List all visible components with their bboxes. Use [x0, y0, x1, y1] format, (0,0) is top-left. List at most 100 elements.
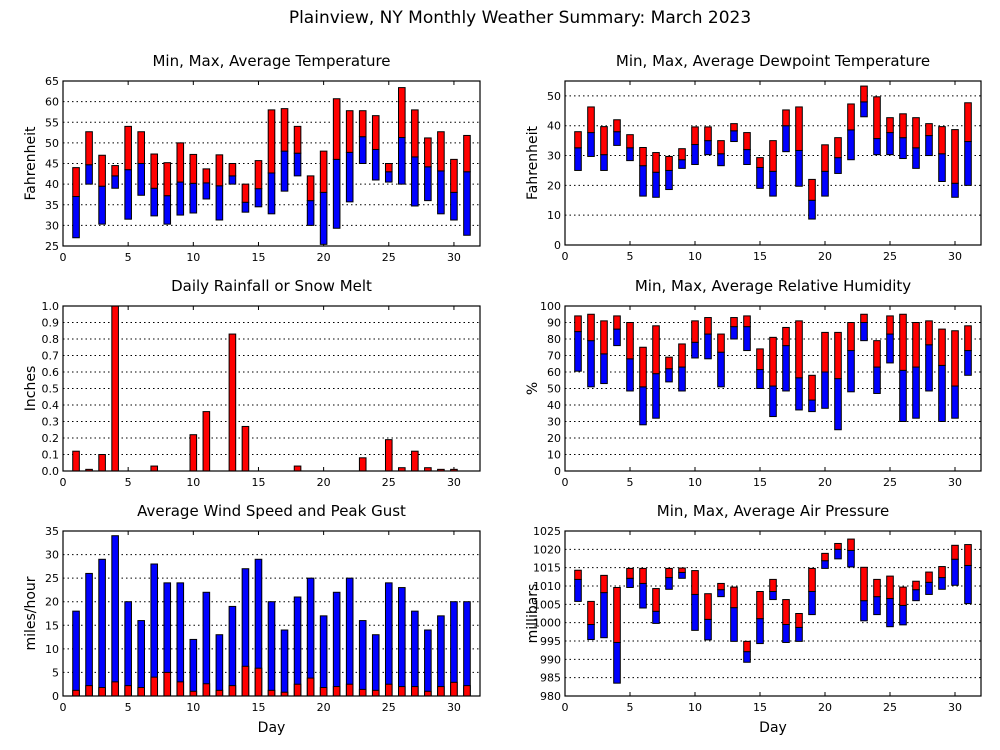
bar-avg-wind	[228, 685, 237, 697]
bar-min-to-avg	[951, 558, 959, 586]
panel-3: Daily Rainfall or Snow Melt Inches 0.0 0.1 0…	[23, 277, 481, 489]
x-tick-label: 30	[948, 476, 962, 489]
bar-avg-to-max	[756, 157, 764, 168]
x-tick-label: 15	[753, 701, 767, 714]
bar-min-to-avg	[925, 135, 933, 157]
x-tick-label: 30	[948, 701, 962, 714]
bar-avg-to-max	[821, 144, 829, 172]
bar-avg-to-max	[150, 153, 159, 189]
bar-min-to-avg	[704, 140, 712, 156]
bar-min-to-avg	[717, 589, 725, 598]
bar-avg-to-max	[600, 320, 608, 355]
bar-rainfall	[72, 450, 80, 472]
bar-min-to-avg	[782, 624, 790, 643]
y-tick-label: 1025	[533, 525, 561, 538]
bar-min-to-avg	[730, 326, 738, 340]
bar-min-to-avg	[600, 154, 608, 171]
bar-avg-wind	[150, 676, 159, 697]
bar-avg-wind	[319, 687, 328, 697]
bar-min-to-avg	[267, 172, 276, 215]
bar-avg-to-max	[873, 96, 881, 140]
x-tick-label: 25	[883, 476, 897, 489]
bar-avg-to-max	[626, 567, 634, 579]
y-tick-label: 30	[547, 416, 561, 429]
bar-min-to-avg	[678, 571, 686, 579]
y-axis-label: Fahrenheit	[23, 126, 39, 201]
bar-avg-to-max	[424, 137, 432, 168]
bar-min-to-avg	[639, 582, 647, 609]
bar-min-to-avg	[899, 137, 907, 160]
bar-min-to-avg	[860, 600, 868, 622]
bar-avg-to-max	[280, 108, 289, 152]
bar-avg-to-max	[652, 325, 660, 375]
y-tick-label: 45	[45, 158, 59, 171]
bar-peak-gust	[424, 629, 432, 697]
y-tick-label: 0.4	[42, 399, 60, 412]
bar-min-to-avg	[72, 196, 80, 239]
bar-min-to-avg	[665, 368, 673, 383]
bar-peak-gust	[150, 563, 159, 697]
bar-min-to-avg	[860, 322, 868, 342]
bar-min-to-avg	[600, 592, 608, 639]
y-tick-label: 30	[45, 549, 59, 562]
panel-title: Daily Rainfall or Snow Melt	[171, 277, 372, 295]
x-tick-label: 20	[317, 476, 331, 489]
bar-peak-gust	[85, 572, 93, 697]
bar-min-to-avg	[358, 136, 367, 164]
y-tick-label: 35	[45, 525, 59, 538]
y-tick-label: 0.6	[42, 366, 60, 379]
bar-avg-to-max	[626, 134, 634, 149]
bar-avg-wind	[254, 667, 263, 697]
bar-avg-wind	[345, 683, 354, 697]
bar-min-to-avg	[925, 581, 933, 595]
x-tick-label: 30	[447, 476, 461, 489]
y-tick-label: 40	[547, 120, 561, 133]
y-tick-label: 50	[45, 137, 59, 150]
bar-avg-to-max	[730, 586, 738, 609]
bar-avg-to-max	[938, 328, 946, 366]
bar-min-to-avg	[163, 195, 172, 225]
y-tick-label: 980	[540, 690, 561, 703]
bar-peak-gust	[437, 615, 445, 697]
bar-peak-gust	[72, 610, 80, 697]
bar-min-to-avg	[938, 153, 946, 182]
bar-avg-to-max	[163, 162, 172, 197]
y-axis-label: millibars	[525, 584, 541, 644]
bar-min-to-avg	[769, 591, 777, 601]
x-tick-label: 10	[186, 251, 200, 264]
bar-avg-to-max	[358, 110, 367, 138]
bar-avg-to-max	[384, 163, 393, 173]
bar-avg-to-max	[691, 320, 699, 343]
bar-avg-wind	[384, 683, 393, 697]
bar-avg-to-max	[782, 109, 790, 127]
bar-avg-to-max	[782, 326, 790, 347]
bar-min-to-avg	[450, 191, 458, 221]
bar-avg-to-max	[613, 315, 621, 330]
panel-5: Average Wind Speed and Peak Gust miles/ho…	[23, 502, 481, 736]
bar-avg-wind	[98, 687, 106, 697]
bar-min-to-avg	[111, 175, 119, 189]
bar-min-to-avg	[782, 345, 790, 392]
bar-min-to-avg	[332, 158, 341, 229]
bar-avg-to-max	[938, 126, 946, 155]
bar-min-to-avg	[293, 152, 302, 177]
bar-min-to-avg	[951, 385, 959, 419]
bar-avg-to-max	[613, 119, 621, 133]
bar-peak-gust	[280, 629, 289, 697]
bar-avg-wind	[137, 687, 145, 697]
y-tick-label: 0	[554, 465, 561, 478]
y-tick-label: 70	[547, 350, 561, 363]
bar-avg-to-max	[743, 640, 751, 653]
bar-min-to-avg	[808, 199, 816, 220]
bar-min-to-avg	[743, 149, 751, 165]
x-tick-label: 0	[562, 476, 569, 489]
bar-min-to-avg	[150, 187, 159, 217]
bar-min-to-avg	[613, 131, 621, 146]
bar-avg-to-max	[899, 313, 907, 371]
bar-min-to-avg	[717, 153, 725, 167]
bar-avg-to-max	[834, 542, 842, 550]
bar-avg-to-max	[938, 566, 946, 579]
bar-min-to-avg	[886, 132, 894, 156]
